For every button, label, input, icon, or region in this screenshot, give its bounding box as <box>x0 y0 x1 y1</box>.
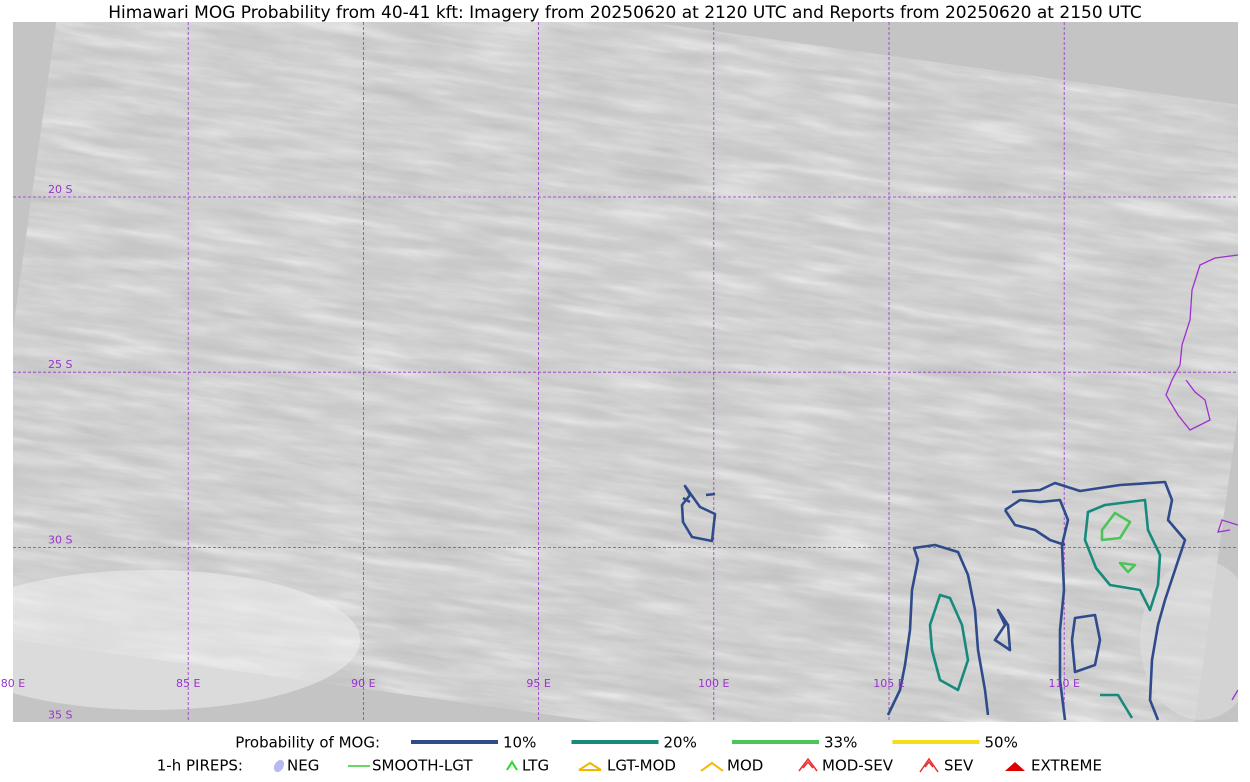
legend-title: Probability of MOG: <box>235 734 380 752</box>
legend-label: LGT-MOD <box>607 757 676 775</box>
lon-label: 85 E <box>176 677 200 690</box>
legend-label: 20% <box>664 734 697 752</box>
probability-contour <box>993 608 1102 674</box>
legend-title: 1-h PIREPS: <box>157 757 243 775</box>
legend-label: 10% <box>503 734 536 752</box>
pirep-icon <box>578 761 602 771</box>
probability-contour <box>1003 498 1070 721</box>
lon-label: 90 E <box>351 677 375 690</box>
pirep-icon <box>506 760 518 771</box>
probability-contour <box>1100 511 1137 574</box>
pirep-icon <box>1005 762 1025 771</box>
legend-label: MOD-SEV <box>822 757 894 775</box>
probability-contour <box>1083 498 1162 719</box>
lon-label: 95 E <box>526 677 550 690</box>
lat-label: 30 S <box>48 533 72 546</box>
lat-label: 35 S <box>48 709 72 722</box>
pirep-icon <box>273 759 285 773</box>
lat-label: 20 S <box>48 183 72 196</box>
probability-contour <box>680 484 717 543</box>
legend-label: 33% <box>824 734 857 752</box>
pirep-icon <box>919 757 939 773</box>
lon-label: 110 E <box>1048 677 1079 690</box>
lon-label: 100 E <box>698 677 729 690</box>
legend-label: LTG <box>522 757 549 775</box>
probability-contour <box>928 593 970 692</box>
legend-label: EXTREME <box>1031 757 1102 775</box>
coastline <box>1217 519 1238 701</box>
legend-label: SEV <box>944 757 974 775</box>
lat-label: 25 S <box>48 358 72 371</box>
pirep-icon <box>798 757 818 772</box>
title: Himawari MOG Probability from 40-41 kft:… <box>108 3 1142 23</box>
legend-label: 50% <box>985 734 1018 752</box>
legend-label: MOD <box>727 757 763 775</box>
legend-label: SMOOTH-LGT <box>372 757 473 775</box>
coastline <box>1165 254 1238 431</box>
legend-label: NEG <box>287 757 319 775</box>
probability-contour <box>886 543 990 716</box>
pirep-icon <box>700 761 724 772</box>
probability-contour <box>1011 480 1187 721</box>
lon-label: 105 E <box>873 677 904 690</box>
lon-label: 80 E <box>1 677 25 690</box>
cloud <box>13 570 360 710</box>
